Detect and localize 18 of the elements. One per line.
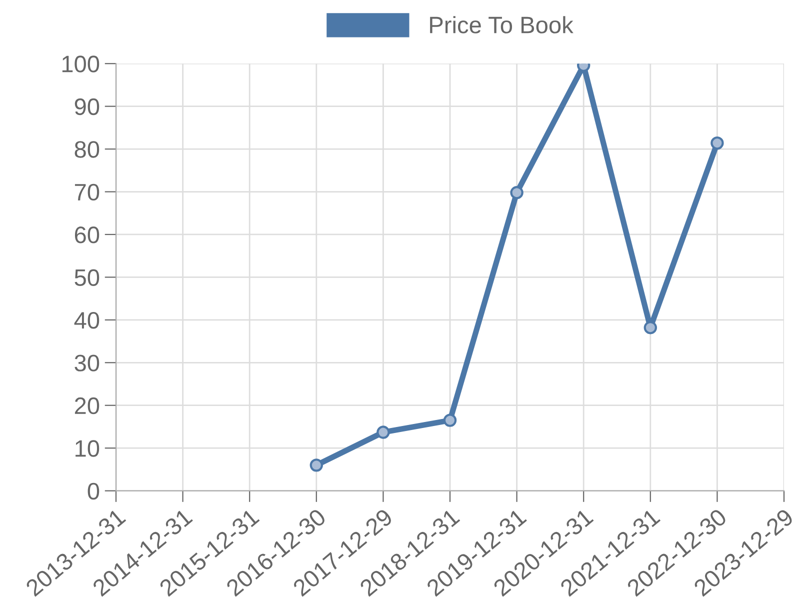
point bbox=[644, 321, 657, 334]
y-tick-label: 50 bbox=[74, 269, 100, 286]
y-tick-label: 60 bbox=[74, 226, 100, 244]
y-tick-label: 100 bbox=[62, 56, 100, 72]
y-tick-label: 30 bbox=[74, 354, 100, 372]
y-tick-label: 20 bbox=[74, 397, 100, 414]
point bbox=[376, 426, 390, 439]
y-tick-label: 90 bbox=[74, 98, 100, 116]
y-tick-label: 80 bbox=[74, 141, 100, 158]
y-tick-label: 0 bbox=[88, 482, 100, 500]
point bbox=[710, 136, 724, 150]
y-tick-label: 40 bbox=[74, 312, 100, 329]
point bbox=[510, 186, 524, 200]
y-tick-label: 10 bbox=[76, 440, 100, 457]
y-tick-label: 70 bbox=[74, 184, 100, 201]
legend-label: Price To Book bbox=[430, 16, 574, 34]
point bbox=[310, 458, 323, 472]
point bbox=[443, 414, 457, 427]
